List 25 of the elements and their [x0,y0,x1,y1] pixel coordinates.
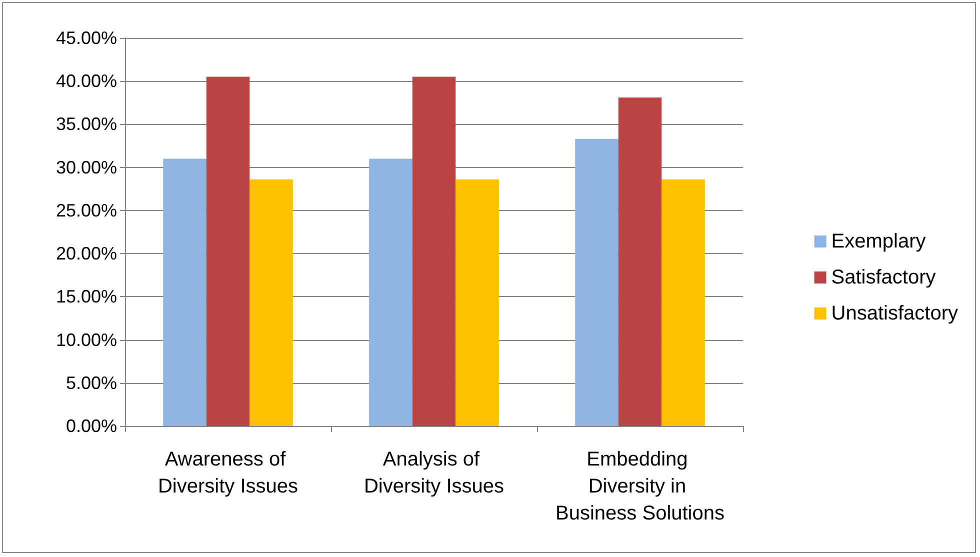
x-tick-label: Embedding Diversity in Business Solutions [556,448,724,524]
y-tick-label: 35.00% [56,114,117,134]
bar [206,76,250,426]
y-tick-label: 40.00% [56,71,117,92]
y-tick-label: 10.00% [56,330,117,350]
bar [456,179,499,426]
y-tick-label: 0.00% [66,416,117,436]
y-tick-label: 25.00% [56,200,117,220]
legend-label: Unsatisfactory [831,302,958,324]
y-tick-label: 45.00% [56,28,117,48]
bar [250,179,293,426]
bar [369,158,412,426]
bar [163,158,206,426]
bar [662,179,705,426]
bar [412,76,456,426]
bar [618,97,662,426]
legend-label: Satisfactory [831,266,936,288]
bar [575,138,618,426]
legend-label: Exemplary [831,230,926,252]
y-tick-label: 20.00% [56,244,117,264]
x-tick-label: Awareness of Diversity Issues [158,448,298,498]
y-tick-label: 30.00% [56,157,117,178]
y-tick-label: 15.00% [56,286,117,307]
y-tick-label: 5.00% [66,372,117,393]
x-tick-label: Analysis of Diversity Issues [364,448,504,498]
